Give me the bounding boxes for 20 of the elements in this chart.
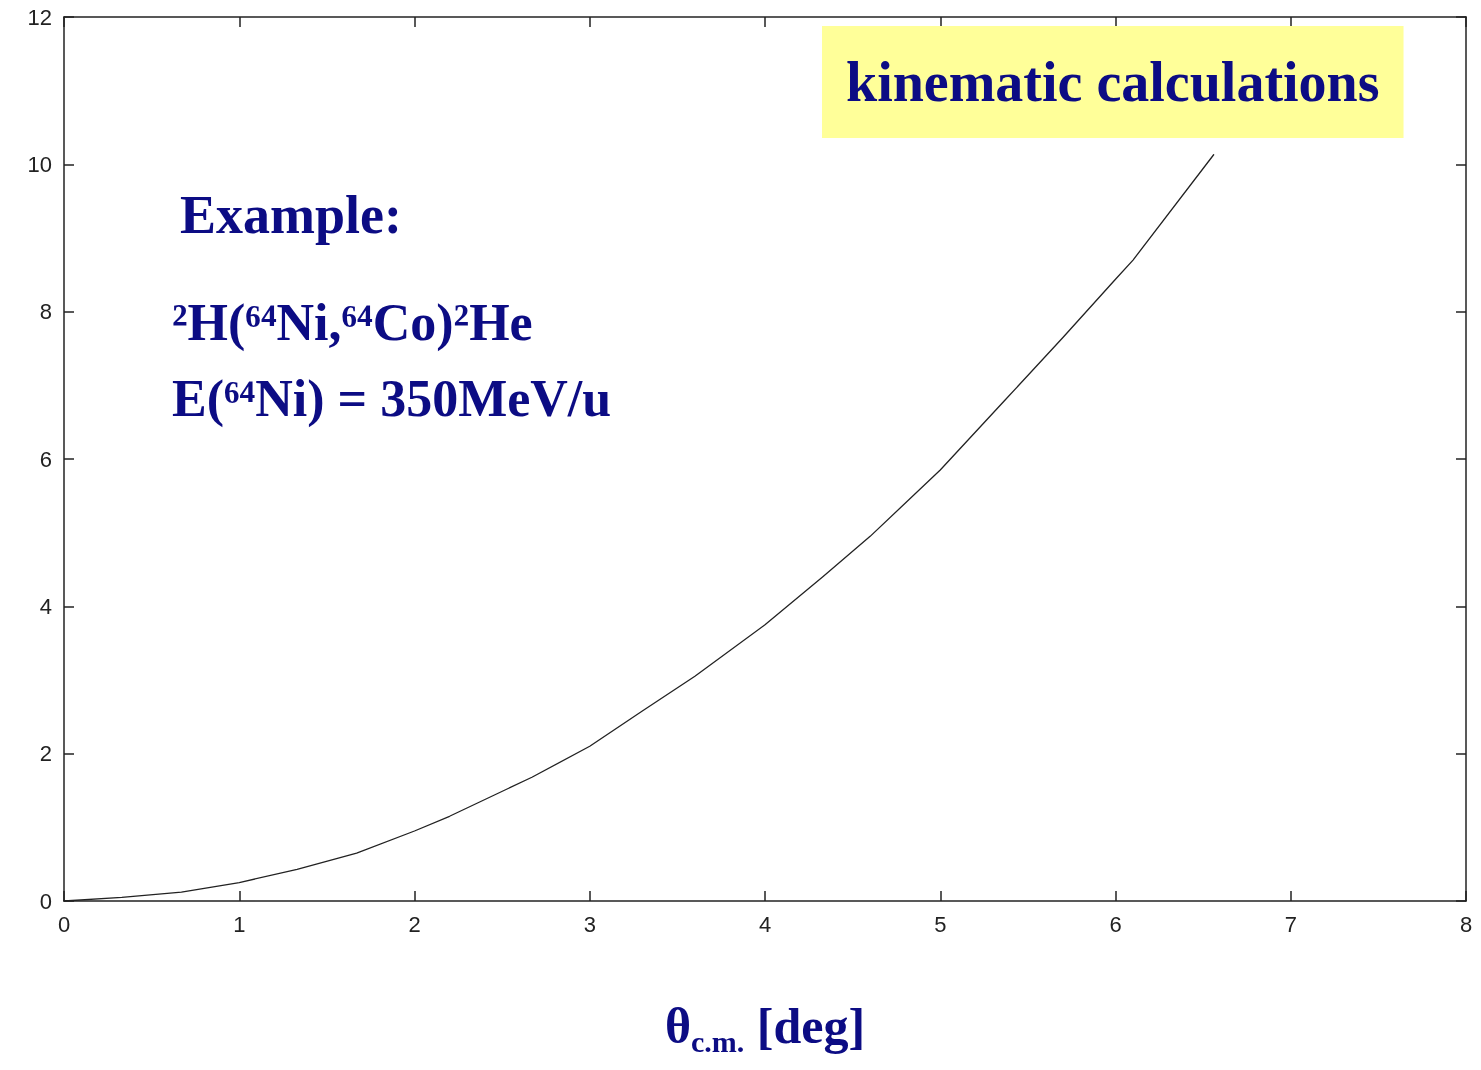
x-tick-label: 6 (1109, 911, 1122, 937)
x-tick-label: 7 (1284, 911, 1297, 937)
y-tick-label: 10 (27, 151, 52, 177)
x-tick-label: 5 (934, 911, 947, 937)
y-tick-label: 8 (39, 299, 52, 325)
annotation: ²H(⁶⁴Ni,⁶⁴Co)²He (172, 293, 533, 352)
x-tick-label: 2 (408, 911, 421, 937)
y-tick-label: 6 (39, 446, 52, 472)
y-tick-label: 12 (27, 4, 52, 30)
y-tick-label: 2 (39, 741, 52, 767)
y-tick-label: 0 (39, 888, 52, 914)
annotation: kinematic calculations (846, 51, 1380, 113)
x-tick-label: 3 (583, 911, 596, 937)
y-tick-label: 4 (39, 593, 52, 619)
annotation: Example: (180, 185, 402, 245)
x-tick-label: 0 (57, 911, 71, 937)
x-tick-label: 8 (1459, 911, 1473, 937)
annotation: E(⁶⁴Ni) = 350MeV/u (172, 369, 612, 428)
x-tick-label: 1 (233, 911, 246, 937)
x-tick-label: 4 (758, 911, 772, 937)
